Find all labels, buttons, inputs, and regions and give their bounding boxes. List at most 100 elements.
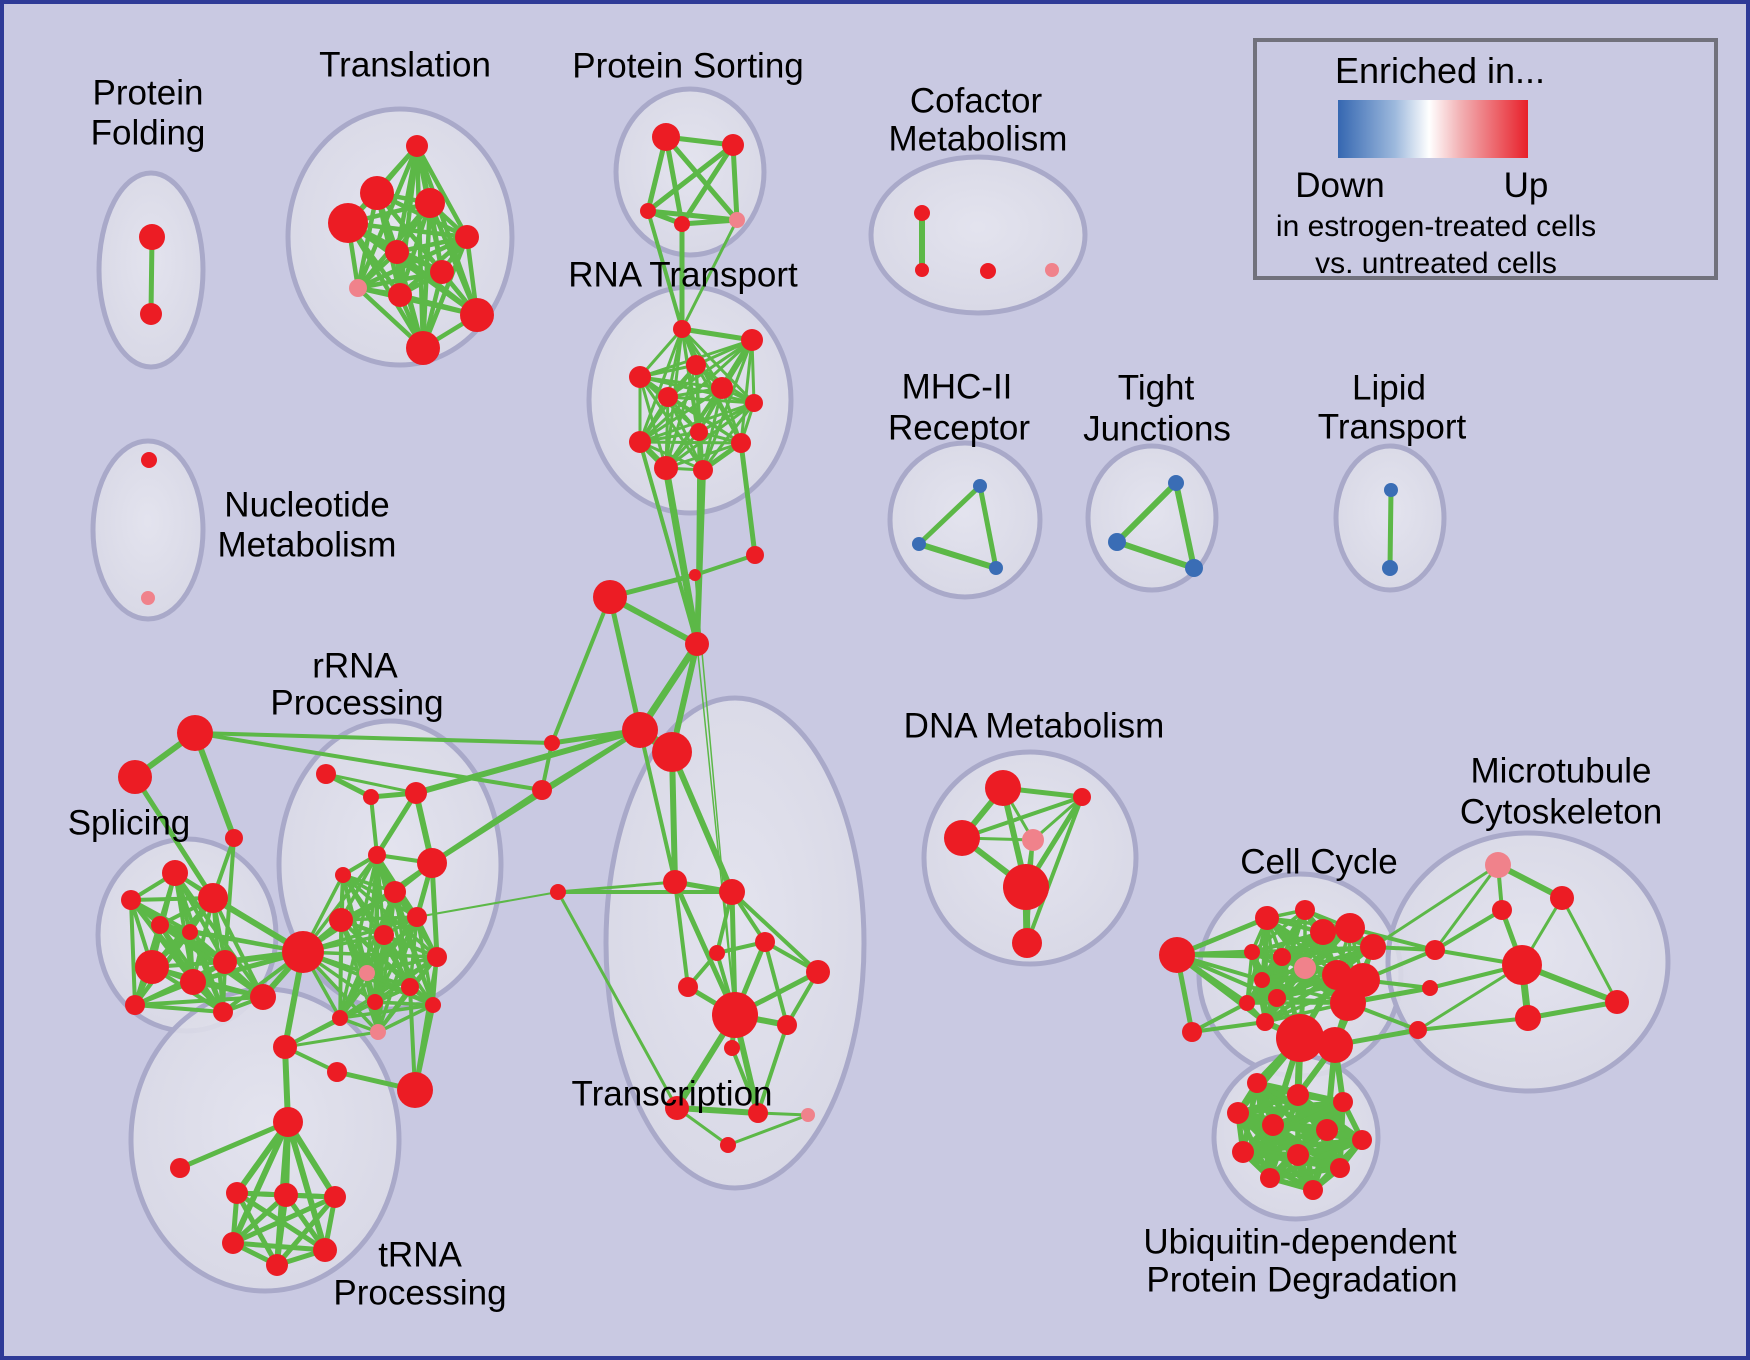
- cluster-ellipse-cofactor-metabolism: [868, 154, 1088, 316]
- network-edge: [1280, 945, 1375, 959]
- network-edge: [1025, 795, 1084, 945]
- legend-title: Enriched in...: [1334, 50, 1546, 91]
- network-edge: [274, 1194, 338, 1268]
- network-node-pf1: [139, 224, 165, 250]
- cluster-label: tRNA: [378, 1236, 462, 1275]
- cluster-label: Nucleotide: [224, 486, 389, 525]
- network-node-rr14: [367, 994, 383, 1010]
- cluster-label: Protein Sorting: [572, 47, 804, 86]
- network-node-sp10: [213, 1002, 233, 1022]
- network-node-rt12: [693, 460, 713, 480]
- network-edge: [1416, 1016, 1530, 1032]
- network-node-tl8: [349, 279, 367, 297]
- cluster-label: Cell Cycle: [1240, 843, 1398, 882]
- network-node-tcc: [755, 932, 775, 952]
- network-edge: [738, 440, 758, 558]
- network-edge: [664, 441, 743, 470]
- network-node-br1: [1425, 940, 1445, 960]
- network-edge: [374, 790, 419, 858]
- network-edge: [556, 890, 679, 1110]
- network-node-mt2: [1492, 900, 1512, 920]
- network-edge: [1371, 863, 1500, 949]
- network-node-ub6: [1316, 1119, 1338, 1141]
- network-edge: [1387, 487, 1394, 571]
- network-edge: [1245, 950, 1254, 1005]
- network-node-rrP2: [370, 1024, 386, 1040]
- network-node-bn4: [685, 632, 709, 656]
- network-node-ccP: [1294, 957, 1316, 979]
- network-edge: [345, 220, 426, 351]
- network-edge: [376, 1003, 435, 1034]
- network-edge: [638, 375, 705, 472]
- network-node-rt7: [745, 394, 763, 412]
- network-edge: [211, 896, 265, 999]
- network-edge: [730, 890, 820, 974]
- network-node-cf1: [914, 205, 930, 221]
- network-node-tcg: [712, 992, 758, 1038]
- network-node-rt10: [731, 433, 751, 453]
- network-edge: [645, 208, 740, 223]
- network-node-dm5: [1003, 864, 1049, 910]
- cluster-label: Metabolism: [889, 120, 1068, 159]
- network-node-ps1: [652, 123, 680, 151]
- network-node-tj1: [1168, 475, 1184, 491]
- network-edge: [662, 464, 701, 648]
- network-edge: [1433, 908, 1504, 952]
- network-node-rr5: [335, 867, 351, 883]
- network-edge: [414, 143, 470, 240]
- network-node-rr7: [384, 881, 406, 903]
- network-edge: [756, 1023, 789, 1115]
- cluster-label: Splicing: [68, 804, 191, 843]
- network-node-tl7: [430, 260, 454, 284]
- network-node-cc2: [1295, 900, 1315, 920]
- network-edge: [739, 338, 754, 445]
- network-node-tcj: [665, 1096, 689, 1120]
- network-node-cc6: [1244, 944, 1260, 960]
- network-node-br3: [1409, 1021, 1427, 1039]
- network-edge: [1114, 539, 1197, 571]
- network-node-bg1: [273, 1035, 297, 1059]
- network-edge: [373, 1000, 435, 1007]
- network-node-ps3: [640, 203, 656, 219]
- network-node-tci: [724, 1040, 740, 1056]
- network-node-bn3: [746, 546, 764, 564]
- network-node-sp9: [125, 995, 145, 1015]
- network-node-st3: [225, 829, 243, 847]
- network-node-dm2: [1073, 788, 1091, 806]
- network-node-bn2: [689, 569, 701, 581]
- network-edge: [646, 209, 684, 331]
- network-node-tl5: [455, 225, 479, 249]
- network-edge: [338, 971, 369, 1020]
- cluster-label: Transcription: [572, 1075, 773, 1114]
- network-node-tce: [806, 960, 830, 984]
- network-node-cc8: [1322, 960, 1352, 990]
- network-node-tcl1: [544, 735, 560, 751]
- network-node-tl1: [406, 135, 428, 157]
- network-edge: [672, 879, 738, 1018]
- network-edge: [607, 594, 643, 733]
- network-edge: [669, 749, 735, 895]
- network-node-tj3: [1185, 559, 1203, 577]
- network-node-ub2: [1287, 1084, 1309, 1106]
- network-node-sp7: [180, 969, 206, 995]
- network-node-mh1: [973, 479, 987, 493]
- cluster-label: RNA Transport: [568, 256, 798, 295]
- network-node-tl2: [360, 176, 394, 210]
- legend-gradient-bar: [1338, 100, 1528, 158]
- network-edge: [679, 217, 740, 227]
- network-edge: [638, 728, 677, 884]
- cluster-label: Processing: [270, 684, 443, 723]
- network-node-rt9: [629, 431, 651, 453]
- network-edge: [916, 483, 983, 547]
- network-edge: [338, 1003, 435, 1020]
- network-node-rr15: [332, 1010, 348, 1026]
- network-node-tcl2: [532, 780, 552, 800]
- network-edge: [133, 1003, 225, 1014]
- network-edge: [192, 730, 237, 841]
- cluster-label: Lipid: [1352, 369, 1426, 408]
- network-edge: [1190, 1001, 1249, 1034]
- cluster-label: Protein: [93, 74, 204, 113]
- network-edge: [413, 955, 439, 1092]
- network-edge: [680, 218, 739, 331]
